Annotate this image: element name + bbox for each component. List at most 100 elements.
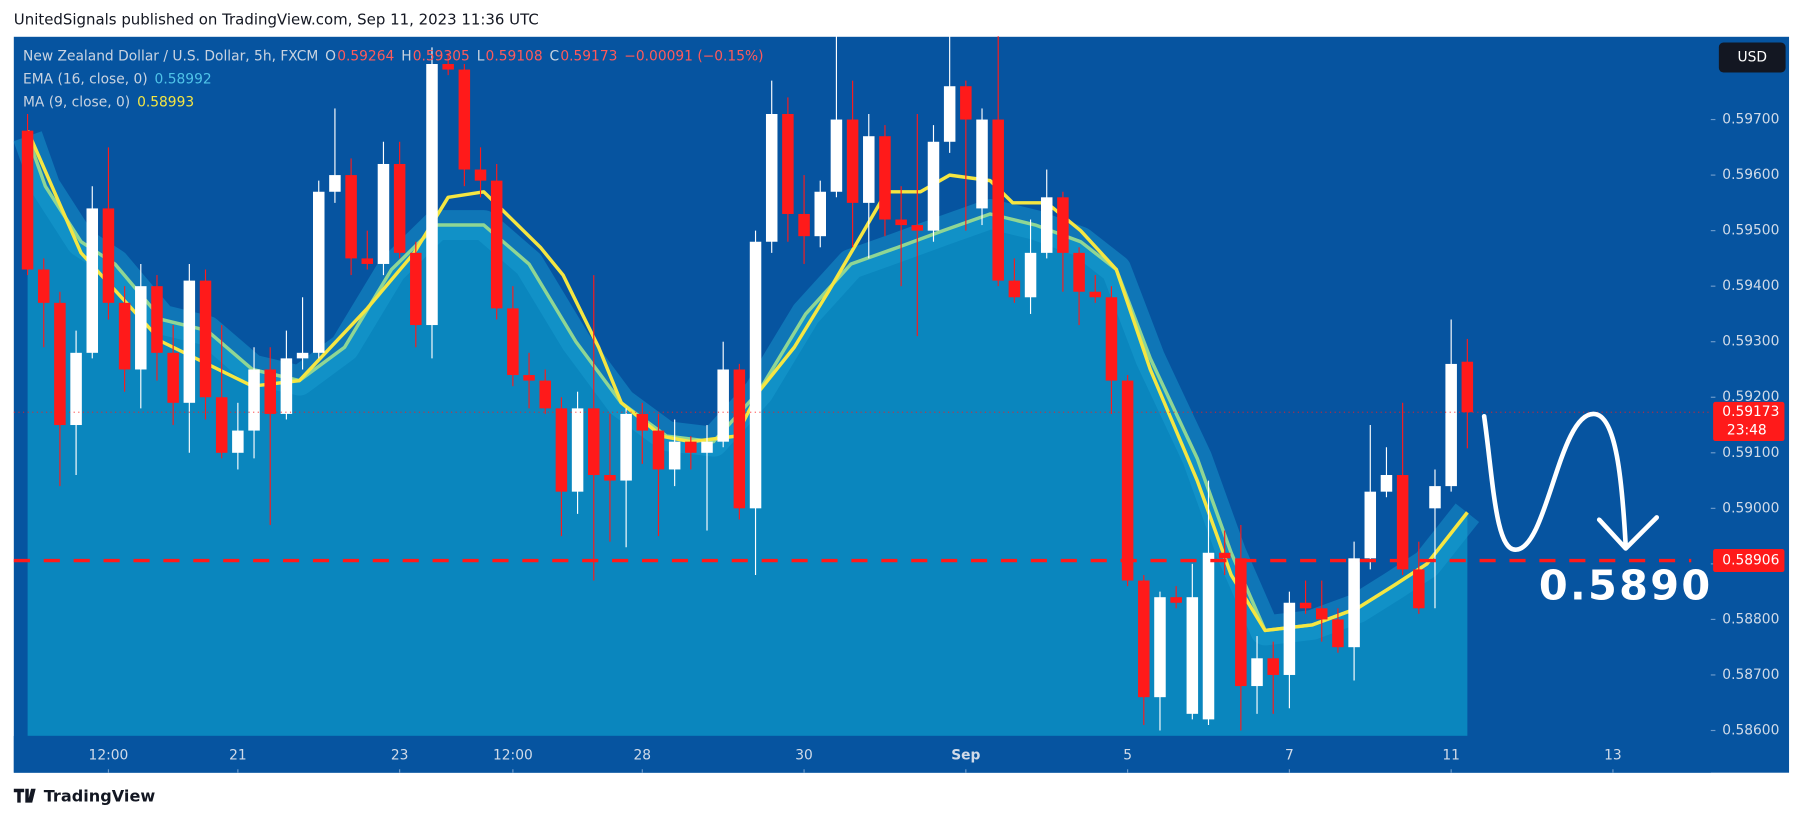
candle-body [1332,619,1344,648]
legend-ohlc-label: H [401,48,411,64]
candle-body [329,175,341,192]
candle-body [701,441,713,453]
candle-body [1218,552,1231,559]
legend-ohlc-label: O [325,48,336,64]
y-tick-label: 0.59200 [1722,389,1779,405]
candle-body [135,286,147,370]
candle-body [1380,475,1393,492]
legend-ohlc-label: L [477,48,485,64]
candle-body [151,286,163,353]
candle-body [102,208,115,303]
candle-body [1202,552,1215,720]
x-tick-label: 23 [391,747,409,763]
candle-body [911,225,924,231]
y-tick-label: 0.59000 [1722,500,1779,516]
candle-body [879,136,891,220]
candle-body [733,369,746,509]
legend-ohlc-value: 0.59108 [486,48,543,64]
currency-button[interactable] [1718,42,1786,73]
candle-body [1299,602,1312,609]
plot: 0.586000.587000.588000.589000.590000.591… [13,36,1786,773]
candle-body [183,280,196,403]
legend-change: −0.00091 (−0.15%) [624,48,763,64]
candle-body [1024,252,1037,298]
y-tick-label: 0.59400 [1722,278,1779,294]
legend-series-value: 0.58993 [137,94,194,110]
candle-body [345,175,357,259]
candle-body [361,258,374,264]
candle-body [215,397,228,453]
candle-body [507,308,519,376]
x-tick-label: 21 [229,747,247,763]
candle-body [555,408,568,492]
candle-body [167,352,179,403]
x-tick-label: 13 [1604,747,1622,763]
band-clip [13,735,1711,773]
candle-body [782,113,794,214]
x-tick-label: 30 [795,747,813,763]
candle-body [1283,602,1296,675]
candle-body [264,369,276,414]
candle-body [685,441,697,453]
y-tick-label: 0.59100 [1722,445,1779,461]
legend-ohlc-label: C [550,48,560,64]
candle-body [86,208,99,353]
candle-body [895,219,907,226]
candle-body [410,252,422,326]
candle-body [1315,608,1328,620]
candle-body [1413,569,1425,609]
publish-header: UnitedSignals published on TradingView.c… [14,11,539,29]
last-price-box [1713,401,1785,441]
x-tick-label: Sep [951,747,980,763]
candle-body [814,191,826,237]
currency-label[interactable]: USD [1737,49,1766,65]
brand-logo [13,788,36,803]
legend-line: New Zealand Dollar / U.S. Dollar, 5h, FX… [23,48,763,64]
legend-ohlc-value: 0.59305 [413,48,470,64]
brand-name: TradingView [44,786,156,805]
candle-body [474,169,487,181]
candle-body [54,302,66,426]
candle-body [943,86,956,142]
x-tick-label: 28 [634,747,652,763]
y-tick-label: 0.59600 [1722,167,1779,183]
candle-body [312,191,325,353]
y-tick-label: 0.58700 [1722,667,1779,683]
candle-body [393,163,406,253]
candle-body [1170,597,1182,603]
candle-body [749,241,762,509]
candle-body [1251,658,1263,687]
legend-series-value: 0.58992 [155,71,212,87]
candle-body [458,69,471,170]
candle-body [668,441,681,470]
candle-body [1121,380,1134,581]
y-tick-label: 0.59500 [1722,223,1779,239]
candle-body [1073,252,1085,292]
candle-body [1008,280,1021,298]
candle-body [523,375,535,381]
x-tick-label: 11 [1442,747,1460,763]
candle-body [118,302,131,370]
candle-body [652,430,665,470]
candle-body [992,119,1004,281]
legend-line: EMA (16, close, 0) 0.58992 [23,71,212,87]
y-tick-label: 0.59700 [1722,112,1779,128]
legend-series-name: EMA (16, close, 0) [23,71,148,87]
projection-arrow [1481,411,1660,552]
candle-body [1057,197,1069,253]
candle-body [846,119,859,203]
candle-body [296,352,309,359]
candle-body [927,141,940,231]
candle-body [960,86,972,120]
candle-body [442,64,454,70]
level-label-box [1713,549,1785,573]
candle-body [199,280,212,398]
candle-body [490,180,503,309]
candle-body [1089,291,1102,298]
candle-body [1267,658,1279,675]
candle-body [620,413,632,481]
candle-body [1348,558,1360,648]
candle-body [1445,363,1457,487]
candle-body [232,430,244,453]
